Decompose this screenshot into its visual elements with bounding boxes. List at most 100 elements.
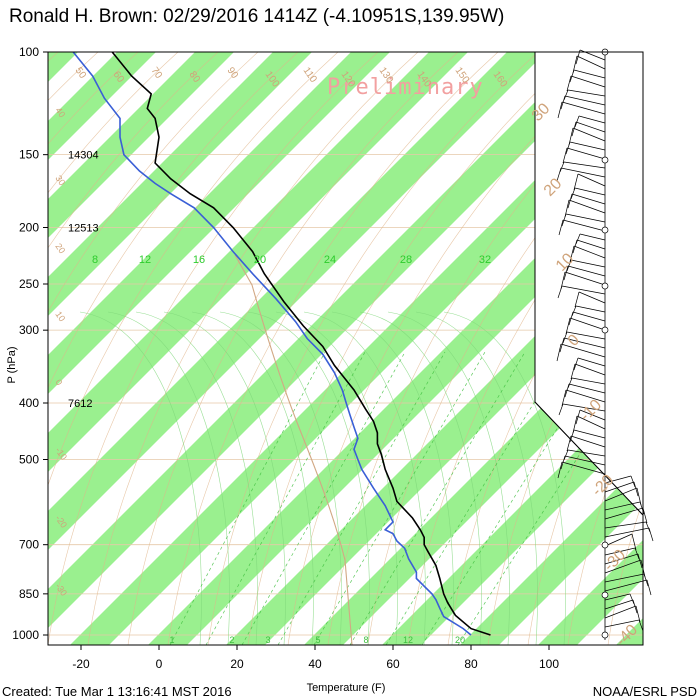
mixing-ratio-line [241, 351, 406, 645]
wind-barb [604, 593, 631, 601]
wind-barb [604, 501, 641, 511]
isotherm-band [694, 0, 700, 645]
wind-barb [570, 75, 606, 88]
wind-barb-feather [631, 533, 637, 551]
mixing-ratio-line [277, 351, 446, 645]
isotherm-band [382, 384, 643, 645]
wind-barb [563, 161, 606, 169]
wind-barb [604, 599, 634, 610]
wind-barb-feather [557, 101, 563, 119]
wind-barb-feather [563, 449, 569, 461]
wind-barb [576, 239, 606, 250]
wind-barb [604, 533, 633, 547]
mixing-ratio-label: 28 [400, 254, 412, 266]
wind-barb [604, 521, 647, 529]
wind-barb-feather [642, 507, 648, 524]
dry-adiabat [48, 52, 339, 486]
moist-adiabat [359, 311, 482, 645]
isotherm-band [48, 52, 312, 316]
mixing-ratio-label: 16 [193, 254, 205, 266]
isotherm-band [48, 52, 234, 238]
dry-adiabat [167, 52, 499, 645]
x-tick-label: 80 [464, 657, 478, 671]
wind-barb-feather [570, 187, 576, 200]
height-label: 7612 [68, 398, 92, 410]
wind-calm-circle [601, 591, 609, 599]
wind-barb-feather [561, 389, 567, 407]
isotherm-band [48, 52, 156, 160]
right-isotherm-label: -50 [625, 696, 653, 700]
wind-barb-feather [570, 363, 576, 380]
wind-barb-feather [575, 409, 581, 425]
wind-barb [604, 619, 640, 628]
wind-barb [573, 245, 606, 259]
dry-adiabat [648, 52, 700, 645]
wind-barb-feather [645, 521, 651, 533]
dry-adiabat [48, 52, 379, 645]
wind-barb-feather [566, 75, 572, 92]
wind-barb [604, 553, 639, 565]
wind-barb-feather [558, 403, 564, 416]
height-label: 14304 [68, 150, 99, 162]
mixing-ratio-label: 12 [139, 254, 151, 266]
wind-barb [567, 265, 606, 277]
moist-adiabat [163, 311, 286, 645]
wind-barb [579, 409, 606, 421]
x-tick-label: 40 [308, 657, 322, 671]
wind-barb [604, 475, 632, 484]
x-axis-label: Temperature (F) [307, 682, 386, 694]
wind-barb [573, 429, 606, 439]
wind-barb-feather [574, 291, 580, 308]
bottom-mixing-label: 8 [363, 635, 368, 645]
y-tick-label: 250 [19, 277, 39, 291]
dry-adiabat [127, 52, 459, 645]
mixing-ratio-label: 32 [479, 254, 491, 266]
wind-barb [578, 291, 606, 304]
bottom-mixing-label: 12 [403, 635, 413, 645]
moist-adiabat [387, 311, 510, 645]
wind-barb-feather [569, 245, 575, 263]
wind-barb-feather [566, 435, 572, 452]
y-tick-label: 1000 [12, 628, 39, 642]
mixing-ratio-label: 24 [324, 254, 336, 266]
wind-calm-circle [601, 541, 609, 549]
wind-barb [565, 389, 606, 403]
wind-barb [604, 559, 642, 574]
wind-barb [572, 311, 606, 322]
wind-barb-feather [633, 481, 639, 497]
y-tick-label: 850 [19, 587, 39, 601]
wind-calm-circle [601, 631, 609, 639]
wind-barb [604, 573, 645, 583]
wind-barb [578, 115, 606, 124]
wind-barb-feather [574, 115, 580, 128]
wind-barb [574, 363, 606, 376]
isotherm-band [48, 52, 390, 394]
wind-barb [569, 317, 606, 331]
wind-barb [571, 193, 606, 205]
isotherm-band [48, 52, 546, 550]
wind-barb [568, 199, 606, 214]
dry-adiabat [87, 52, 419, 645]
wind-barb-feather [563, 265, 569, 281]
wind-barb [561, 461, 606, 475]
wind-barb [575, 305, 606, 313]
wind-barb [575, 121, 606, 133]
wind-barb [577, 173, 606, 187]
x-tick-label: 0 [156, 657, 163, 671]
mixing-ratio-line [313, 351, 486, 645]
wind-barb-feather [556, 167, 562, 182]
wind-barb [564, 95, 606, 106]
wind-barb-feather [559, 337, 565, 353]
isotherm-band [616, 618, 643, 645]
y-tick-label: 300 [19, 323, 39, 337]
dry-adiabat [48, 52, 139, 145]
wind-barb-feather [563, 89, 569, 101]
y-tick-label: 700 [19, 538, 39, 552]
wind-barb [568, 383, 606, 394]
y-axis-label: P (hPa) [6, 346, 18, 383]
plot-frame [47, 51, 644, 646]
wind-barb [565, 213, 606, 223]
preliminary-watermark: Preliminary [327, 75, 484, 100]
mixing-ratio-line [349, 351, 526, 645]
